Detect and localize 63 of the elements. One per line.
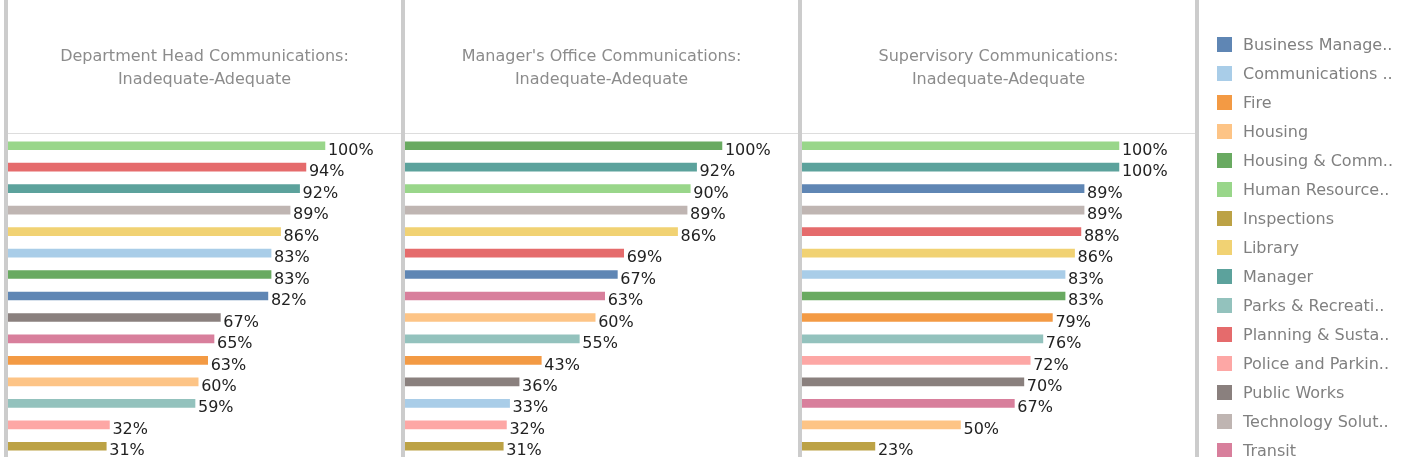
data-label: 67% xyxy=(1017,397,1053,417)
data-label: 86% xyxy=(1077,247,1114,267)
chart-title: Manager's Office Communications: Inadequate-Adequate xyxy=(405,0,798,134)
legend-label: Fire xyxy=(1243,93,1272,112)
data-label: 72% xyxy=(1033,354,1069,374)
legend-label: Library xyxy=(1243,238,1299,257)
data-label: 89% xyxy=(690,204,726,224)
data-label: 83% xyxy=(274,247,310,267)
data-label: 83% xyxy=(1068,290,1104,310)
legend-label: Communications .. xyxy=(1243,64,1393,83)
legend-label: Transit xyxy=(1243,441,1296,457)
data-label: 23% xyxy=(877,440,914,457)
data-label: 79% xyxy=(1055,311,1091,331)
chart-title: Supervisory Communications: Inadequate-Adequate xyxy=(802,0,1195,134)
legend-label: Manager xyxy=(1243,267,1314,286)
legend-label: Human Resource.. xyxy=(1243,180,1390,199)
data-label: 60% xyxy=(598,311,634,331)
data-label: 50% xyxy=(963,418,1000,438)
legend-label: Housing xyxy=(1243,122,1309,141)
data-label: 88% xyxy=(1083,225,1120,245)
data-label: 63% xyxy=(607,290,644,310)
chart-title: Department Head Communications: Inadequate-Adequate xyxy=(8,0,401,134)
data-label: 70% xyxy=(1026,376,1063,396)
data-label: 60% xyxy=(201,376,237,396)
legend-label: Inspections xyxy=(1243,209,1334,228)
data-label: 92% xyxy=(699,161,736,181)
data-label: 32% xyxy=(112,418,148,438)
data-label: 33% xyxy=(512,397,549,417)
data-label: 86% xyxy=(283,225,320,245)
data-label: 43% xyxy=(544,354,580,374)
data-label: 90% xyxy=(693,182,729,202)
data-label: 67% xyxy=(620,268,656,288)
data-label: 86% xyxy=(680,225,717,245)
data-label: 65% xyxy=(217,333,253,353)
legend-label: Technology Solut.. xyxy=(1243,412,1389,431)
data-label: 55% xyxy=(582,333,618,353)
data-label: 31% xyxy=(109,440,145,457)
legend-label: Planning & Susta.. xyxy=(1243,325,1390,344)
data-label: 94% xyxy=(308,161,345,181)
data-label: 89% xyxy=(1087,182,1123,202)
data-label: 69% xyxy=(626,247,663,267)
data-label: 100% xyxy=(1121,161,1168,181)
data-label: 31% xyxy=(506,440,542,457)
legend-label: Public Works xyxy=(1243,383,1345,402)
data-label: 63% xyxy=(210,354,247,374)
legend-label: Business Manage.. xyxy=(1243,35,1393,54)
data-label: 82% xyxy=(270,290,307,310)
data-label: 67% xyxy=(223,311,259,331)
data-label: 59% xyxy=(197,397,234,417)
legend-label: Parks & Recreati.. xyxy=(1243,296,1385,315)
data-label: 92% xyxy=(302,182,339,202)
data-label: 83% xyxy=(1068,268,1104,288)
data-label: 83% xyxy=(274,268,310,288)
data-label: 76% xyxy=(1045,333,1082,353)
data-label: 89% xyxy=(1087,204,1123,224)
data-label: 32% xyxy=(509,418,545,438)
data-label: 36% xyxy=(522,376,558,396)
data-label: 100% xyxy=(1121,139,1168,159)
data-label: 100% xyxy=(724,139,771,159)
data-label: 89% xyxy=(293,204,329,224)
legend-label: Police and Parkin.. xyxy=(1243,354,1390,373)
data-label: 100% xyxy=(327,139,374,159)
legend-label: Housing & Comm.. xyxy=(1243,151,1393,170)
